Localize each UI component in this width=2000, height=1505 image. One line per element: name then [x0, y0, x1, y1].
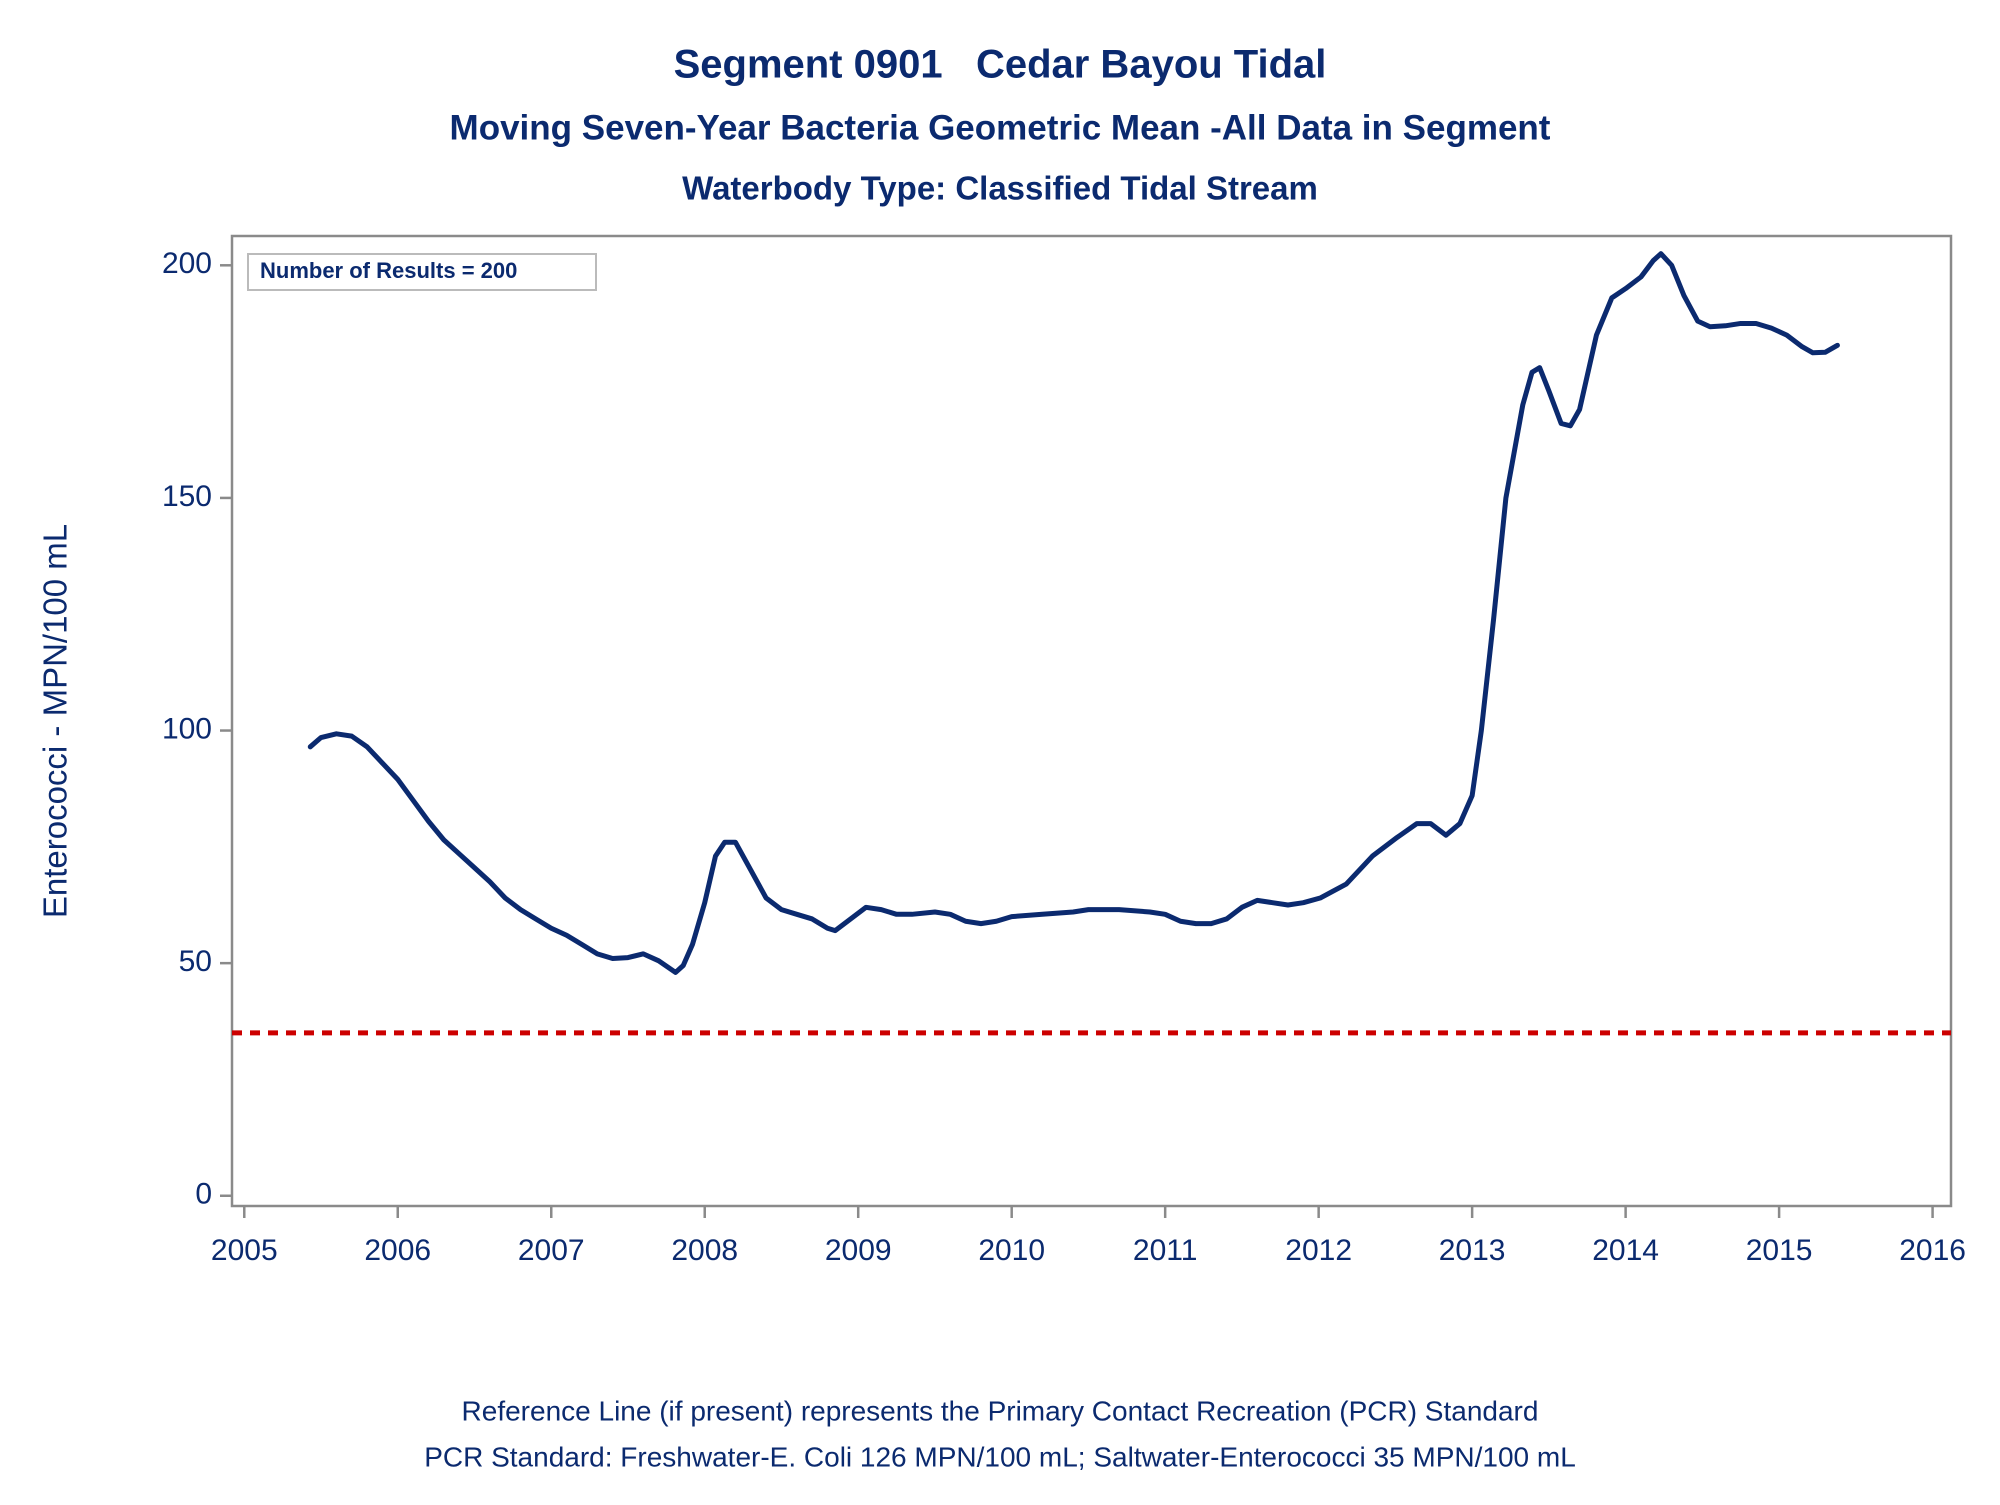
y-tick-label: 0: [195, 1178, 212, 1211]
x-tick-label: 2011: [1133, 1234, 1198, 1267]
x-tick-label: 2006: [364, 1234, 431, 1267]
annotation: Number of Results = 200: [260, 258, 517, 283]
x-tick-label: 2007: [518, 1234, 585, 1267]
data-line: [307, 251, 1840, 975]
x-tick-label: 2008: [671, 1234, 738, 1267]
y-tick-label: 50: [179, 945, 212, 978]
x-tick-label: 2009: [825, 1234, 892, 1267]
x-tick-label: 2012: [1285, 1234, 1352, 1267]
chart-subtitle: Waterbody Type: Classified Tidal Stream: [682, 170, 1318, 207]
y-tick-label: 100: [162, 712, 212, 745]
footnote: PCR Standard: Freshwater-E. Coli 126 MPN…: [424, 1441, 1576, 1472]
x-tick-label: 2005: [211, 1234, 278, 1267]
plot-frame: [230, 234, 1953, 1208]
chart-subtitle: Moving Seven-Year Bacteria Geometric Mea…: [450, 108, 1551, 147]
x-tick-label: 2013: [1439, 1234, 1506, 1267]
x-tick-label: 2014: [1592, 1234, 1659, 1267]
chart-title: Segment 0901 Cedar Bayou Tidal: [674, 43, 1327, 87]
x-tick-label: 2010: [978, 1234, 1045, 1267]
y-tick-label: 150: [162, 480, 212, 513]
y-axis-label: Enterococci - MPN/100 mL: [37, 524, 74, 918]
annotation-box: [247, 253, 597, 291]
x-tick-label: 2016: [1899, 1234, 1966, 1267]
x-tick-label: 2015: [1746, 1234, 1813, 1267]
footnote: Reference Line (if present) represents t…: [462, 1395, 1539, 1426]
y-tick-label: 200: [162, 247, 212, 280]
